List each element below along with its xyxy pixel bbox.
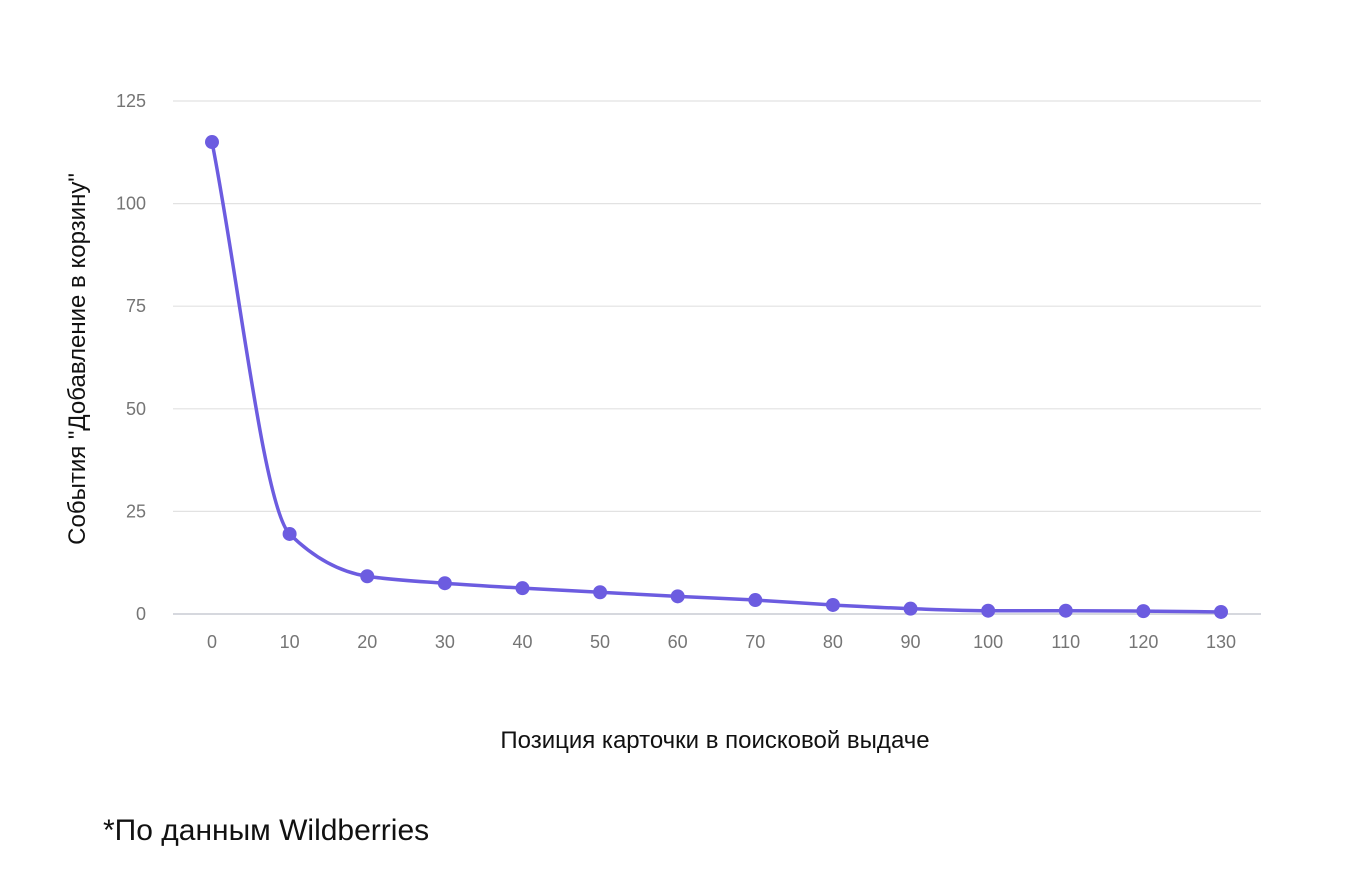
y-axis-title: События "Добавление в корзину" [64, 173, 91, 545]
x-tick-label: 120 [1128, 632, 1158, 652]
data-point [1136, 604, 1151, 619]
y-tick-label: 100 [116, 194, 146, 214]
data-point [437, 576, 452, 591]
x-tick-label: 80 [823, 632, 843, 652]
footnote: *По данным Wildberries [103, 814, 430, 847]
data-points [205, 135, 1228, 619]
data-point [1058, 603, 1073, 618]
y-tick-label: 125 [116, 91, 146, 111]
x-tick-label: 50 [590, 632, 610, 652]
data-point [670, 589, 685, 604]
data-point [593, 585, 608, 600]
series-line [210, 140, 1223, 614]
x-tick-labels: 0 10 20 30 40 50 60 70 80 90 100 110 120 130 [207, 632, 1236, 652]
x-tick-label: 40 [512, 632, 532, 652]
y-tick-label: 0 [136, 604, 146, 624]
x-tick-label: 90 [901, 632, 921, 652]
x-tick-label: 10 [280, 632, 300, 652]
x-tick-label: 0 [207, 632, 217, 652]
line-chart: 0 25 50 75 100 125 0 10 20 30 40 50 60 70 80 90 100 110 1… [64, 91, 1261, 754]
data-point [282, 526, 297, 541]
x-tick-label: 30 [435, 632, 455, 652]
y-tick-label: 50 [126, 399, 146, 419]
data-point [981, 603, 996, 618]
grid-lines [173, 100, 1261, 615]
data-point [205, 135, 219, 150]
data-point [515, 581, 530, 596]
data-point [825, 597, 840, 612]
y-tick-label: 25 [126, 501, 146, 521]
x-tick-label: 130 [1206, 632, 1236, 652]
y-tick-label: 75 [126, 296, 146, 316]
x-tick-label: 60 [668, 632, 688, 652]
x-tick-label: 110 [1051, 632, 1080, 652]
data-point [903, 601, 918, 616]
data-point [1214, 604, 1228, 619]
x-tick-label: 70 [745, 632, 765, 652]
y-tick-labels: 0 25 50 75 100 125 [116, 91, 146, 624]
data-point [748, 593, 763, 608]
x-tick-label: 20 [357, 632, 377, 652]
x-axis-title: Позиция карточки в поисковой выдаче [500, 727, 929, 754]
x-tick-label: 100 [973, 632, 1003, 652]
data-point [360, 569, 375, 584]
